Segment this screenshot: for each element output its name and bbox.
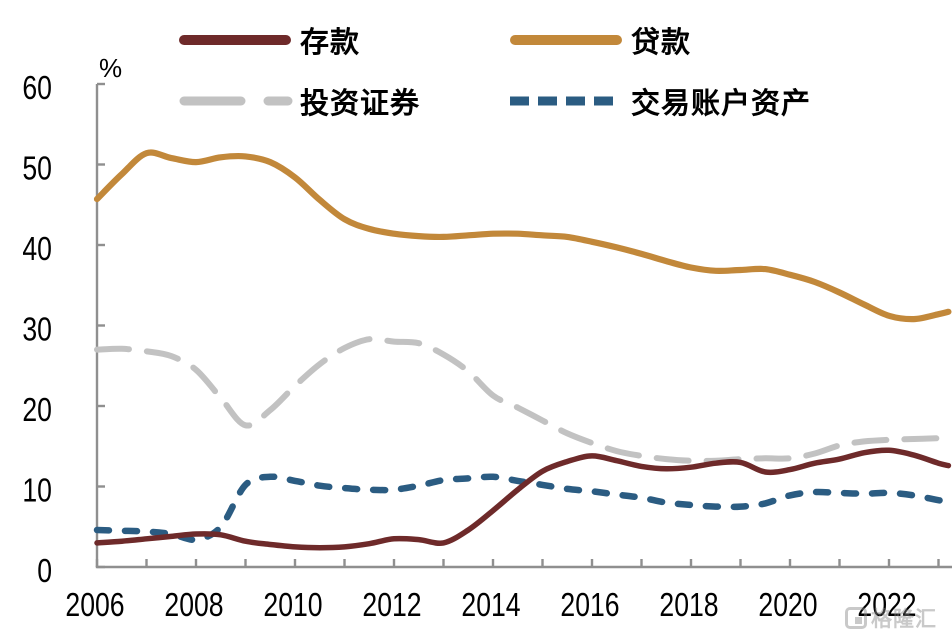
series-line-4 <box>93 473 952 544</box>
y-tick-label: 60 <box>22 69 52 106</box>
series-line-1 <box>94 447 952 551</box>
legend-label-deposits: 存款 <box>300 27 361 59</box>
legend-item-investment-securities: 投资证券 <box>177 86 420 120</box>
investment-securities-line-swatch-icon <box>179 96 293 106</box>
y-tick-label: 0 <box>37 552 52 589</box>
loans-line-swatch-icon <box>510 35 622 45</box>
y-tick-label: 10 <box>22 472 52 509</box>
legend-item-trading-account-assets: 交易账户资产 <box>508 86 811 120</box>
series-line-2 <box>93 149 952 323</box>
watermark-logo-icon <box>845 607 867 629</box>
legend-label-trading-account-assets: 交易账户资产 <box>631 88 812 120</box>
legend-item-deposits: 存款 <box>177 25 360 59</box>
watermark-text: 格隆汇 <box>871 608 937 631</box>
x-tick-label: 2012 <box>362 586 421 623</box>
axes <box>95 82 952 569</box>
legend-label-loans: 贷款 <box>631 27 692 59</box>
watermark: 格隆汇 <box>845 603 937 633</box>
x-tick-label: 2014 <box>461 586 520 623</box>
legend-item-loans: 贷款 <box>508 25 691 59</box>
x-tick-label: 2022 <box>857 586 916 623</box>
y-axis-unit-label: % <box>99 53 122 83</box>
tick-labels: 0 10 20 30 40 50 60 2006 2008 2010 2012 2014 2016 201… <box>22 69 916 623</box>
x-tick-label: 2018 <box>659 586 718 623</box>
y-tick-label: 20 <box>22 391 52 428</box>
y-tick-label: 40 <box>22 230 52 267</box>
trading-account-assets-line-swatch-icon <box>510 96 622 106</box>
x-tick-label: 2008 <box>164 586 223 623</box>
x-tick-label: 2016 <box>560 586 619 623</box>
x-tick-label: 2010 <box>263 586 322 623</box>
legend-label-investment-securities: 投资证券 <box>300 88 421 120</box>
x-tick-label: 2006 <box>65 586 124 623</box>
series-line-3 <box>94 335 952 464</box>
y-tick-label: 30 <box>22 311 52 348</box>
x-tick-label: 2020 <box>758 586 817 623</box>
y-tick-label: 50 <box>22 150 52 187</box>
deposits-line-swatch-icon <box>179 35 291 45</box>
